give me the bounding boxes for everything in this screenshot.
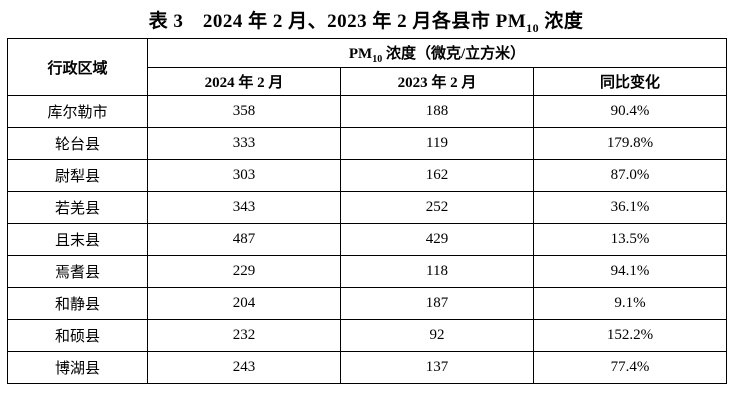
value-2024-cell: 243 [147,351,341,384]
value-2023-cell: 92 [340,319,534,352]
value-2023-cell: 137 [340,351,534,384]
header-region: 行政区域 [7,38,148,96]
region-cell: 和硕县 [7,319,148,352]
table-title-suffix: 浓度 [539,11,584,32]
region-cell: 博湖县 [7,351,148,384]
value-2024-cell: 358 [147,95,341,128]
table-title: 表 3 2024 年 2 月、2023 年 2 月各县市 PM10 浓度 [0,6,732,36]
change-cell: 179.8% [532,127,728,160]
pm10-table: 行政区域 PM10 浓度（微克/立方米） 2024 年 2 月 2023 年 2… [7,38,728,384]
value-2023-cell: 188 [340,95,534,128]
value-2023-cell: 252 [340,191,534,224]
table-row: 焉耆县 229 118 94.1% [7,255,728,288]
header-group-prefix: PM [348,45,373,62]
header-row-1: 行政区域 PM10 浓度（微克/立方米） [7,38,728,96]
value-2023-cell: 429 [340,223,534,256]
header-change: 同比变化 [532,67,728,96]
header-2024: 2024 年 2 月 [147,67,341,96]
change-cell: 94.1% [532,255,728,288]
change-cell: 9.1% [532,287,728,320]
region-cell: 尉犁县 [7,159,148,192]
value-2024-cell: 343 [147,191,341,224]
region-cell: 若羌县 [7,191,148,224]
table-row: 和硕县 232 92 152.2% [7,319,728,352]
region-cell: 轮台县 [7,127,148,160]
value-2024-cell: 303 [147,159,341,192]
table-title-subscript: 10 [526,20,540,35]
value-2024-cell: 487 [147,223,341,256]
header-group: PM10 浓度（微克/立方米） [146,38,728,68]
table-row: 库尔勒市 358 188 90.4% [7,95,728,128]
table-row: 尉犁县 303 162 87.0% [7,159,728,192]
table-body: 库尔勒市 358 188 90.4% 轮台县 333 119 179.8% 尉犁县 303 162 8… [7,95,728,384]
header-2023: 2023 年 2 月 [340,67,534,96]
table-row: 博湖县 243 137 77.4% [7,351,728,384]
value-2023-cell: 118 [340,255,534,288]
header-row-2: 2024 年 2 月 2023 年 2 月 同比变化 [8,67,728,96]
change-cell: 36.1% [532,191,728,224]
value-2023-cell: 162 [340,159,534,192]
region-cell: 焉耆县 [7,255,148,288]
change-cell: 77.4% [532,351,728,384]
region-cell: 且末县 [7,223,148,256]
table-row: 轮台县 333 119 179.8% [7,127,728,160]
table-row: 和静县 204 187 9.1% [7,287,728,320]
table-title-prefix: 表 3 2024 年 2 月、2023 年 2 月各县市 PM [148,11,527,32]
change-cell: 87.0% [532,159,728,192]
value-2024-cell: 333 [147,127,341,160]
change-cell: 152.2% [532,319,728,352]
region-cell: 和静县 [7,287,148,320]
value-2024-cell: 229 [147,255,341,288]
change-cell: 13.5% [532,223,728,256]
value-2024-cell: 204 [147,287,341,320]
table-row: 若羌县 343 252 36.1% [7,191,728,224]
value-2023-cell: 119 [340,127,534,160]
change-cell: 90.4% [532,95,728,128]
header-group-subscript: 10 [372,53,383,65]
value-2023-cell: 187 [340,287,534,320]
table-row: 且末县 487 429 13.5% [7,223,728,256]
header-group-suffix: 浓度（微克/立方米） [382,45,526,62]
value-2024-cell: 232 [147,319,341,352]
region-cell: 库尔勒市 [7,95,148,128]
